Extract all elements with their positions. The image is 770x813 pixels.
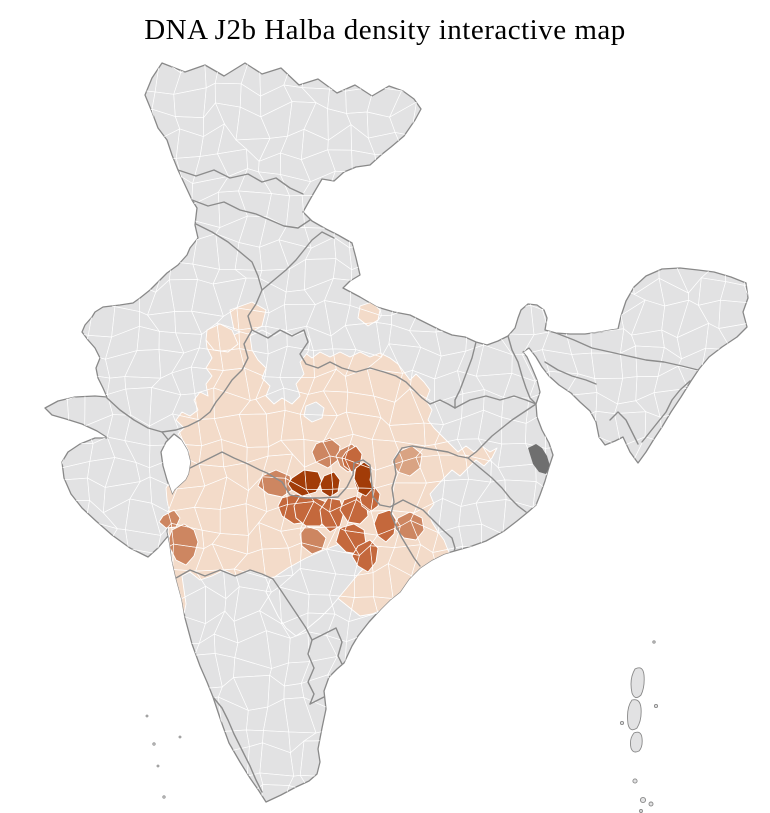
district[interactable]: [299, 525, 327, 555]
district[interactable]: [265, 538, 371, 637]
district[interactable]: [158, 509, 181, 529]
district[interactable]: [293, 495, 329, 527]
lakshadweep-islands[interactable]: [145, 714, 182, 799]
district[interactable]: [205, 323, 239, 353]
andaman-nicobar-islands[interactable]: [619, 640, 659, 813]
district[interactable]: [249, 329, 311, 405]
district[interactable]: [303, 401, 325, 423]
district-darkest[interactable]: [319, 471, 341, 498]
map-title: DNA J2b Halba density interactive map: [144, 14, 626, 46]
sundarbans-delta: [528, 444, 550, 474]
district[interactable]: [351, 539, 379, 573]
district[interactable]: [393, 511, 425, 541]
district[interactable]: [319, 497, 345, 533]
